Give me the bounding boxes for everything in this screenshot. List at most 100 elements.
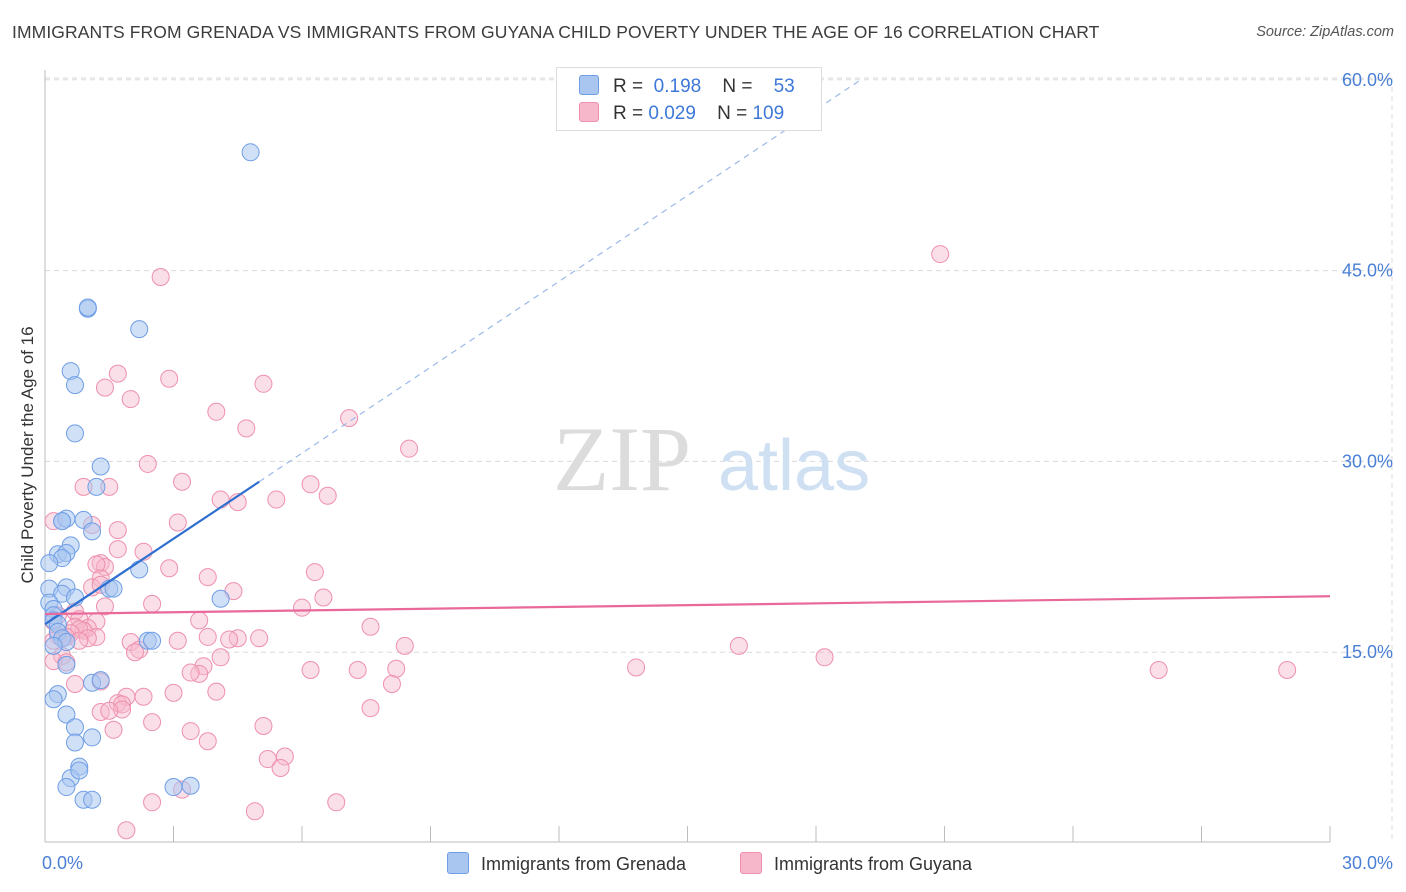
guyana-point	[305, 563, 324, 582]
grenada-point	[57, 778, 76, 797]
guyana-point	[95, 597, 114, 616]
guyana-point	[327, 793, 346, 812]
n-label: N =	[717, 103, 748, 124]
y-tick-label: 45.0%	[1342, 261, 1393, 281]
grenada-point	[83, 522, 102, 541]
stats-legend: R = 0.198 N = 53 R = 0.029 N = 109	[556, 67, 822, 131]
y-tick-label: 60.0%	[1342, 70, 1393, 90]
guyana-point	[387, 659, 406, 678]
guyana-point	[207, 402, 226, 421]
grenada-point	[53, 512, 72, 531]
r-label: R =	[613, 103, 644, 124]
guyana-point	[314, 588, 333, 607]
watermark: ZIP atlas	[553, 408, 870, 510]
guyana-point	[275, 747, 294, 766]
grenada-point	[91, 671, 110, 690]
guyana-point	[181, 663, 200, 682]
guyana-point	[211, 648, 230, 667]
grenada-point	[87, 477, 106, 496]
guyana-point	[198, 568, 217, 587]
legend-item-grenada[interactable]: Immigrants from Grenada	[447, 852, 686, 875]
guyana-point	[143, 713, 162, 732]
grenada-point	[40, 554, 59, 573]
y-tick-label: 30.0%	[1342, 451, 1393, 471]
guyana-point	[1278, 661, 1297, 680]
guyana-point	[211, 490, 230, 509]
chart-title: IMMIGRANTS FROM GRENADA VS IMMIGRANTS FR…	[12, 22, 1100, 42]
n-value: 53	[773, 76, 795, 97]
guyana-point	[104, 720, 123, 739]
watermark-zip: ZIP	[553, 408, 691, 510]
grenada-point	[104, 579, 123, 598]
grenada-point	[44, 690, 63, 709]
guyana-point	[160, 559, 179, 578]
stats-row-guyana: R = 0.029 N = 109	[579, 102, 784, 126]
trend-lines	[44, 80, 1331, 626]
guyana-point	[267, 490, 286, 509]
grenada-point	[57, 705, 76, 724]
guyana-legend-swatch	[740, 852, 762, 874]
guyana-point	[237, 419, 256, 438]
y-tick-labels: 15.0% 30.0% 45.0% 60.0%	[1342, 70, 1393, 662]
grenada-trend-line	[44, 480, 260, 626]
x-tick-labels: 0.0% 30.0%	[42, 853, 1393, 873]
grenada-point	[83, 728, 102, 747]
guyana-point	[245, 802, 264, 821]
y-tick-label: 15.0%	[1342, 642, 1393, 662]
guyana-point	[134, 687, 153, 706]
guyana-point	[190, 611, 209, 630]
guyana-point	[361, 617, 380, 636]
guyana-point	[160, 369, 179, 388]
grenada-swatch	[579, 75, 599, 95]
guyana-point	[164, 683, 183, 702]
guyana-point	[113, 700, 132, 719]
grenada-point	[130, 320, 149, 339]
watermark-atlas: atlas	[718, 426, 870, 506]
guyana-point	[301, 475, 320, 494]
guyana-point	[250, 629, 269, 648]
guyana-point	[143, 793, 162, 812]
grenada-legend-swatch	[447, 852, 469, 874]
grenada-point	[241, 143, 260, 162]
guyana-point	[100, 701, 119, 720]
guyana-point	[1149, 661, 1168, 680]
grenada-point	[143, 631, 162, 650]
guyana-point	[173, 472, 192, 491]
grenada-point	[164, 778, 183, 797]
guyana-point	[348, 661, 367, 680]
guyana-point	[121, 390, 140, 409]
r-value: 0.029	[648, 103, 696, 124]
guyana-point	[108, 540, 127, 559]
y-axis-label: Child Poverty Under the Age of 16	[18, 326, 37, 583]
grenada-point	[65, 718, 84, 737]
guyana-point	[143, 594, 162, 613]
guyana-point	[340, 409, 359, 428]
series-legend: Immigrants from Grenada Immigrants from …	[0, 852, 1406, 878]
guyana-point	[318, 486, 337, 505]
grenada-point	[70, 761, 89, 780]
grenada-point	[44, 636, 63, 655]
grenada-point	[91, 457, 110, 476]
n-value: 109	[752, 103, 785, 124]
guyana-point	[271, 758, 290, 777]
guyana-point	[301, 661, 320, 680]
guyana-point	[168, 631, 187, 650]
guyana-point	[95, 378, 114, 397]
grenada-point	[65, 376, 84, 395]
guyana-point	[254, 716, 273, 735]
series-grenada-points	[40, 143, 260, 809]
n-label: N =	[722, 76, 753, 97]
legend-item-guyana[interactable]: Immigrants from Guyana	[740, 852, 972, 875]
grenada-point	[65, 733, 84, 752]
guyana-point	[181, 722, 200, 741]
grenada-point	[65, 424, 84, 443]
guyana-point	[220, 630, 239, 649]
legend-label: Immigrants from Grenada	[481, 854, 687, 874]
grenada-point	[181, 776, 200, 795]
legend-label: Immigrants from Guyana	[774, 854, 973, 874]
guyana-point	[198, 732, 217, 751]
guyana-point	[117, 821, 136, 840]
guyana-point	[395, 636, 414, 655]
guyana-point	[198, 627, 217, 646]
grenada-point	[57, 655, 76, 674]
